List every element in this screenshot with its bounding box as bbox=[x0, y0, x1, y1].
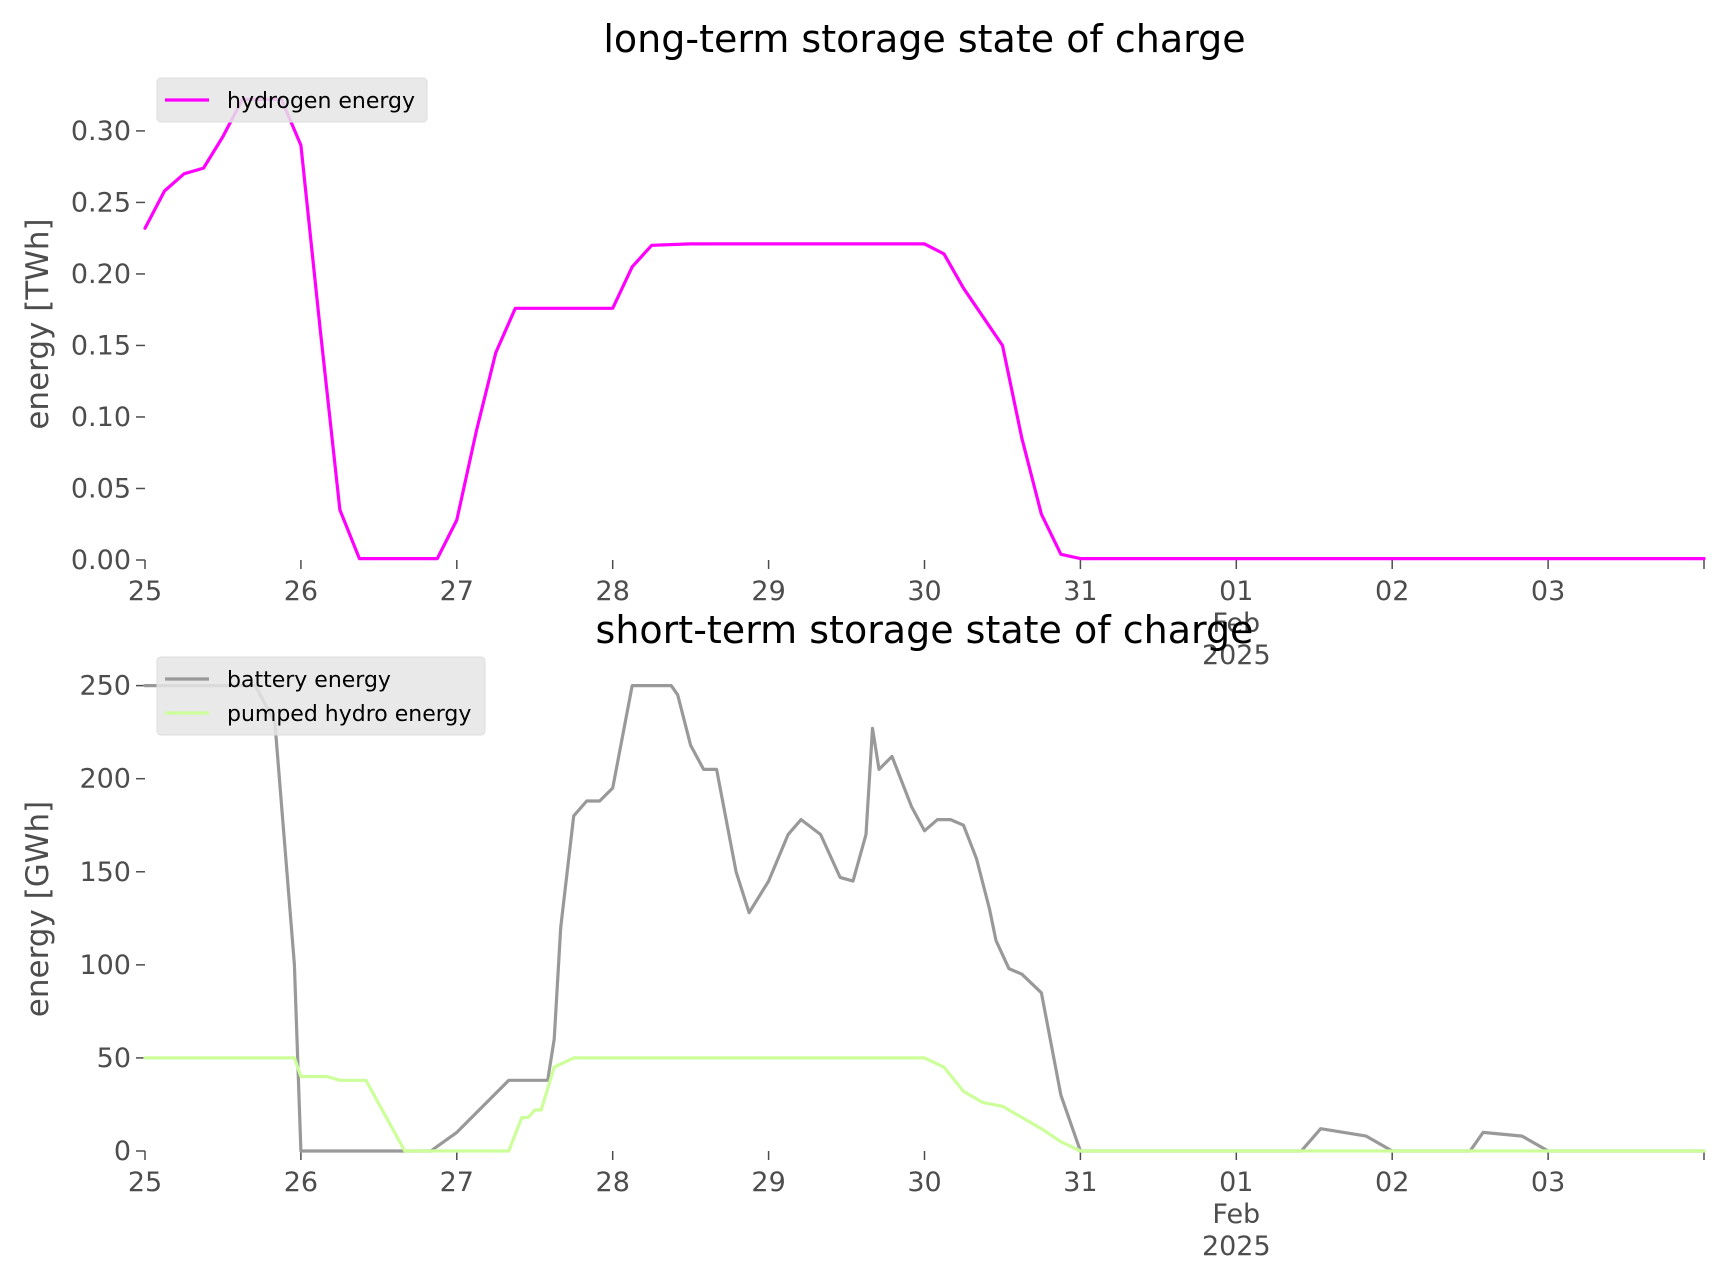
x-tick-label: 02 bbox=[1375, 1167, 1409, 1198]
legend-entry: battery energy bbox=[227, 668, 391, 693]
x-tick-year-label: 2025 bbox=[1202, 1231, 1271, 1262]
x-tick-label: 01 bbox=[1219, 576, 1253, 607]
y-axis-label: energy [TWh] bbox=[20, 218, 56, 429]
chart-panel-2: short-term storage state of charge energy… bbox=[20, 608, 1706, 1262]
y-tick-label: 0.10 bbox=[71, 402, 131, 433]
y-tick-label: 0.15 bbox=[71, 330, 131, 361]
chart-title: short-term storage state of charge bbox=[596, 608, 1254, 652]
x-tick-label: 28 bbox=[596, 1167, 630, 1198]
x-tick-label: 31 bbox=[1063, 1167, 1097, 1198]
legend-entry: hydrogen energy bbox=[227, 89, 415, 114]
y-tick-label: 0.00 bbox=[71, 545, 131, 576]
y-tick-label: 0 bbox=[114, 1136, 131, 1167]
x-tick-label: 03 bbox=[1531, 576, 1565, 607]
y-tick-label: 0.05 bbox=[71, 473, 131, 504]
y-tick-label: 250 bbox=[79, 671, 131, 702]
y-tick-label: 0.30 bbox=[71, 116, 131, 147]
series-line-battery-energy bbox=[143, 683, 1706, 1153]
y-axis-label: energy [GWh] bbox=[20, 801, 56, 1017]
x-tick-month-label: Feb bbox=[1212, 608, 1260, 639]
y-tick-label: 0.20 bbox=[71, 259, 131, 290]
series-line-hydrogen-energy bbox=[143, 97, 1706, 561]
x-tick-label: 28 bbox=[596, 576, 630, 607]
y-tick-label: 200 bbox=[79, 764, 131, 795]
series-line-pumped-hydro-energy bbox=[143, 1056, 1706, 1153]
x-tick-label: 26 bbox=[284, 576, 318, 607]
x-tick-label: 27 bbox=[440, 1167, 474, 1198]
x-tick-month-label: Feb bbox=[1212, 1199, 1260, 1230]
x-tick-label: 31 bbox=[1063, 576, 1097, 607]
x-tick-label: 02 bbox=[1375, 576, 1409, 607]
x-tick-label: 27 bbox=[440, 576, 474, 607]
x-tick-label: 03 bbox=[1531, 1167, 1565, 1198]
legend bbox=[156, 656, 486, 736]
x-tick-label: 25 bbox=[128, 1167, 162, 1198]
y-tick-label: 50 bbox=[97, 1043, 131, 1074]
legend-entry: pumped hydro energy bbox=[227, 702, 471, 727]
x-tick-label: 26 bbox=[284, 1167, 318, 1198]
chart-title: long-term storage state of charge bbox=[603, 17, 1245, 61]
legend bbox=[156, 77, 428, 123]
x-tick-label: 29 bbox=[751, 576, 785, 607]
x-tick-label: 30 bbox=[907, 1167, 941, 1198]
y-tick-label: 150 bbox=[79, 857, 131, 888]
x-tick-label: 30 bbox=[907, 576, 941, 607]
chart-panel-1: long-term storage state of charge energy … bbox=[20, 17, 1706, 671]
y-tick-label: 100 bbox=[79, 950, 131, 981]
x-tick-label: 29 bbox=[751, 1167, 785, 1198]
x-tick-label: 01 bbox=[1219, 1167, 1253, 1198]
x-tick-label: 25 bbox=[128, 576, 162, 607]
x-tick-year-label: 2025 bbox=[1202, 640, 1271, 671]
y-tick-label: 0.25 bbox=[71, 187, 131, 218]
